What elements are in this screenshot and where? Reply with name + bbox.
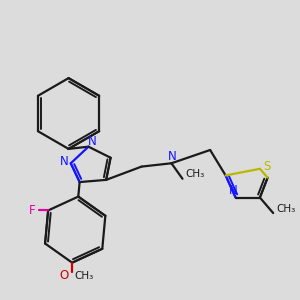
Text: F: F	[29, 204, 36, 217]
Text: CH₃: CH₃	[74, 271, 94, 281]
Text: O: O	[60, 269, 69, 282]
Text: N: N	[229, 184, 238, 197]
Text: CH₃: CH₃	[277, 204, 296, 214]
Text: N: N	[60, 154, 68, 168]
Text: CH₃: CH₃	[186, 169, 205, 179]
Text: N: N	[87, 135, 96, 148]
Text: S: S	[263, 160, 270, 173]
Text: N: N	[168, 150, 177, 163]
